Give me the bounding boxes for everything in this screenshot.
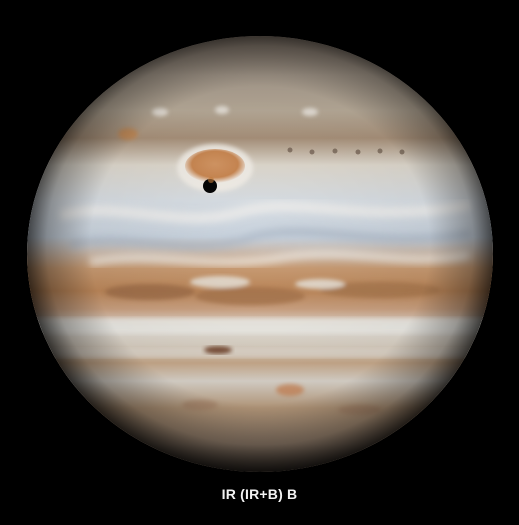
image-caption: IR (IR+B) B (221, 486, 298, 502)
planet-disk (27, 36, 493, 472)
